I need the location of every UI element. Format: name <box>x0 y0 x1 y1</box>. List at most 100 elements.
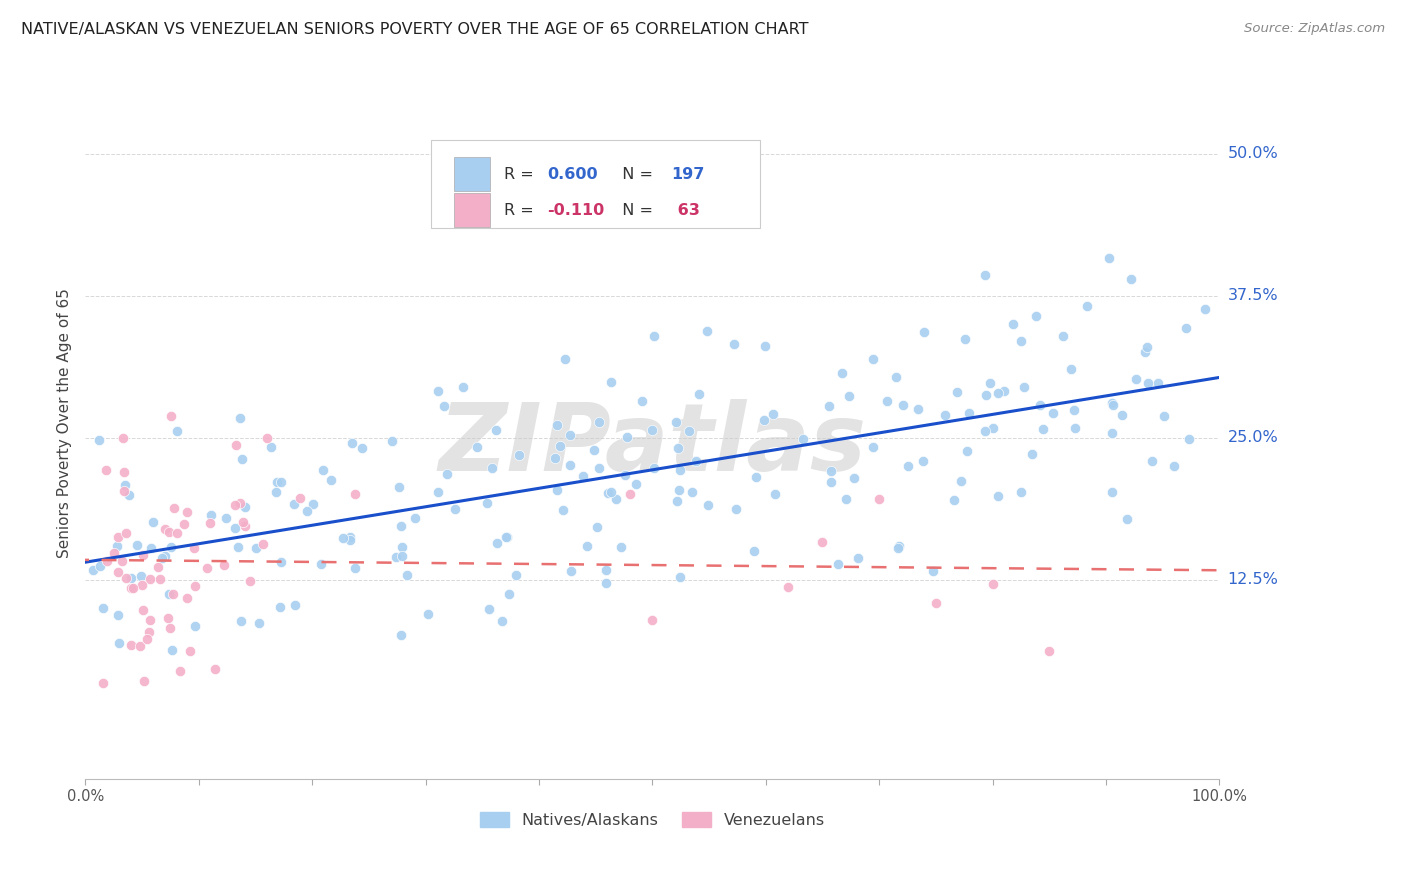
Point <box>149 572 172 586</box>
Point <box>820 475 842 490</box>
Point <box>108 636 131 650</box>
Point <box>114 478 136 492</box>
Point <box>229 410 252 425</box>
Point <box>204 662 226 676</box>
Point <box>505 567 527 582</box>
Point <box>551 503 574 517</box>
Point <box>1115 512 1137 526</box>
Point <box>269 600 291 615</box>
Point <box>256 431 278 445</box>
Text: R =: R = <box>503 202 538 218</box>
Point <box>231 451 253 466</box>
Point <box>385 550 408 565</box>
Point <box>1029 398 1052 412</box>
Point <box>485 423 508 437</box>
Point <box>1111 408 1133 422</box>
Point <box>1038 643 1060 657</box>
Point <box>352 441 374 455</box>
FancyBboxPatch shape <box>454 157 491 191</box>
Point <box>754 339 776 353</box>
Point <box>508 448 530 462</box>
Point <box>626 476 648 491</box>
Point <box>153 549 176 564</box>
Point <box>887 541 910 555</box>
Point <box>595 575 617 590</box>
Point <box>491 614 513 628</box>
Point <box>665 415 688 429</box>
Point <box>396 568 419 582</box>
Text: 12.5%: 12.5% <box>1227 573 1278 587</box>
Point <box>588 415 610 429</box>
Point <box>725 502 748 516</box>
Point <box>266 475 288 489</box>
Point <box>1059 362 1081 376</box>
Point <box>723 336 745 351</box>
Point <box>128 639 150 653</box>
Point <box>1136 339 1159 353</box>
Point <box>887 539 910 553</box>
Point <box>558 458 581 472</box>
Point <box>120 571 142 585</box>
Point <box>232 515 254 529</box>
Point <box>245 541 267 555</box>
Point <box>260 440 283 454</box>
Point <box>1032 422 1054 436</box>
Point <box>550 439 572 453</box>
Point <box>495 530 517 544</box>
Point <box>688 386 710 401</box>
Point <box>111 431 134 445</box>
Point <box>1101 485 1123 500</box>
Point <box>666 494 689 508</box>
Point <box>546 483 568 498</box>
Point <box>252 537 274 551</box>
Point <box>477 496 499 510</box>
Point <box>105 539 128 553</box>
Point <box>498 586 520 600</box>
Point <box>1001 317 1024 331</box>
Point <box>979 376 1001 390</box>
Point <box>212 558 235 572</box>
Point <box>955 443 977 458</box>
Point <box>166 525 188 540</box>
Text: -0.110: -0.110 <box>547 202 605 218</box>
Point <box>946 385 969 400</box>
Point <box>560 564 582 578</box>
Point <box>179 644 201 658</box>
Text: N =: N = <box>612 202 658 218</box>
Point <box>1174 320 1197 334</box>
Point <box>389 628 412 642</box>
Point <box>432 399 454 413</box>
Point <box>911 454 934 468</box>
Point <box>436 467 458 481</box>
Point <box>131 578 153 592</box>
Point <box>176 505 198 519</box>
Point <box>583 442 606 457</box>
Point <box>974 388 997 402</box>
Point <box>319 473 342 487</box>
Point <box>891 398 914 412</box>
Point <box>283 496 305 510</box>
Point <box>818 399 841 413</box>
Point <box>138 624 160 639</box>
Point <box>1042 406 1064 420</box>
Point <box>183 541 205 555</box>
Point <box>605 492 627 507</box>
Point <box>107 530 129 544</box>
Point <box>666 441 689 455</box>
Point <box>1097 251 1119 265</box>
Point <box>778 580 800 594</box>
Point <box>897 458 920 473</box>
Point <box>169 664 191 678</box>
Text: R =: R = <box>503 167 538 182</box>
Point <box>132 549 155 563</box>
Point <box>953 332 976 346</box>
Point <box>1052 329 1074 343</box>
Point <box>668 463 690 477</box>
Text: 63: 63 <box>672 202 700 218</box>
Point <box>981 577 1004 591</box>
Point <box>485 536 508 550</box>
Point <box>91 600 114 615</box>
Point <box>842 471 865 485</box>
Point <box>1121 272 1143 286</box>
Point <box>391 549 413 564</box>
